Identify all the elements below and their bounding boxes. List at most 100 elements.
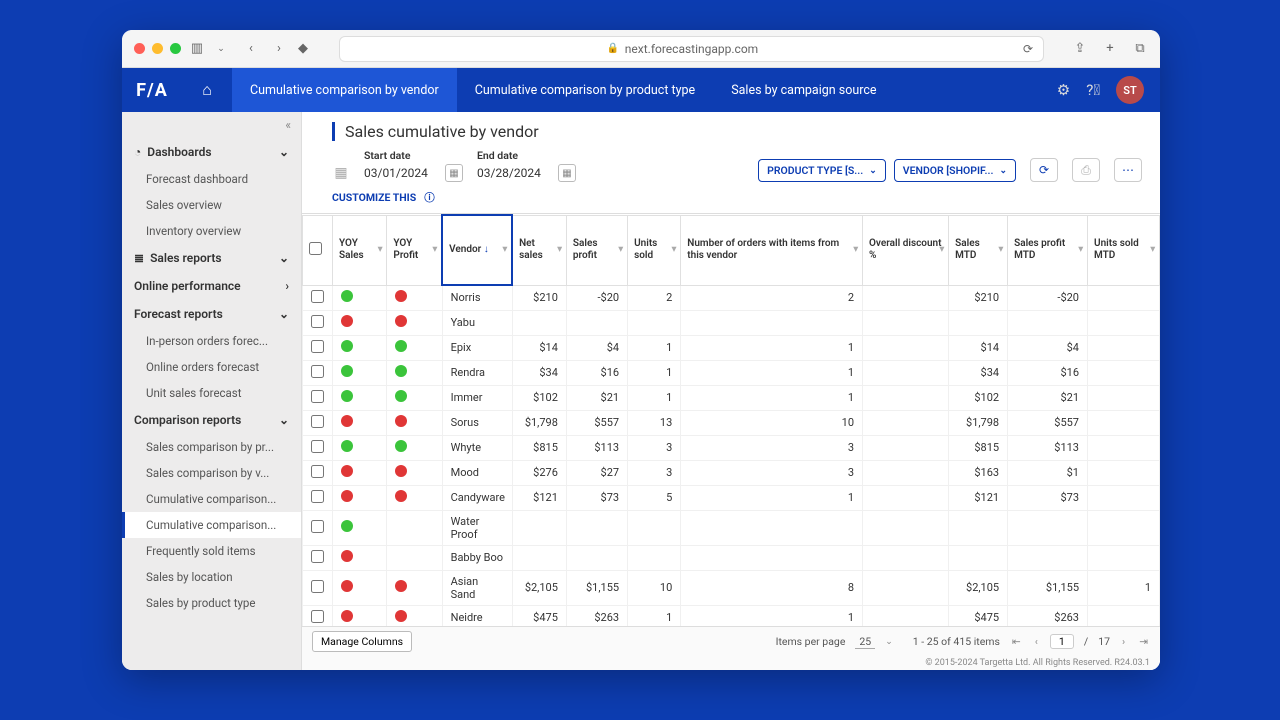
last-page-icon[interactable]: ⇥	[1137, 635, 1150, 648]
sidebar-section[interactable]: ◔Dashboards⌄	[122, 138, 301, 166]
page-input[interactable]	[1050, 634, 1074, 649]
address-bar[interactable]: 🔒 next.forecastingapp.com ⟳	[339, 36, 1044, 62]
row-checkbox[interactable]	[311, 390, 324, 403]
sidebar-section[interactable]: Online performance›	[122, 272, 301, 300]
sidebar-item[interactable]: Cumulative comparison...	[122, 512, 301, 538]
filter-chip[interactable]: PRODUCT TYPE [S...⌄	[758, 159, 886, 182]
sidebar-item[interactable]: Inventory overview	[122, 218, 301, 244]
filter-icon[interactable]: ▾	[672, 245, 677, 256]
filter-icon[interactable]: ▾	[619, 245, 624, 256]
filter-icon[interactable]: ▾	[853, 245, 858, 256]
column-header[interactable]: Sales profit MTD▾	[1008, 215, 1088, 285]
row-checkbox[interactable]	[311, 365, 324, 378]
row-checkbox[interactable]	[311, 340, 324, 353]
share-icon[interactable]: ⇪	[1072, 41, 1088, 57]
calendar-toggle-icon[interactable]: ▦	[332, 164, 350, 182]
prev-page-icon[interactable]: ‹	[1033, 635, 1040, 648]
maximize-window-icon[interactable]	[170, 43, 181, 54]
select-all-checkbox[interactable]	[309, 242, 322, 255]
help-icon[interactable]: ⓘ	[424, 190, 435, 205]
column-header[interactable]: Vendor ↓▾	[442, 215, 512, 285]
row-checkbox[interactable]	[311, 550, 324, 563]
start-date-value[interactable]: 03/01/2024	[364, 166, 439, 180]
row-checkbox[interactable]	[311, 520, 324, 533]
filter-chip[interactable]: VENDOR [SHOPIF...⌄	[894, 159, 1016, 182]
row-checkbox[interactable]	[311, 610, 324, 623]
close-window-icon[interactable]	[134, 43, 145, 54]
column-header[interactable]: Overall discount %▾	[863, 215, 949, 285]
sidebar-item[interactable]: Frequently sold items	[122, 538, 301, 564]
nav-tab[interactable]: Cumulative comparison by product type	[457, 68, 713, 112]
column-header[interactable]: YOY Profit▾	[387, 215, 442, 285]
calendar-icon[interactable]: ▦	[445, 164, 463, 182]
minimize-window-icon[interactable]	[152, 43, 163, 54]
table-row[interactable]: Candyware$121$7351$121$73	[303, 485, 1160, 510]
sidebar-item[interactable]: Forecast dashboard	[122, 166, 301, 192]
table-row[interactable]: Yabu	[303, 310, 1160, 335]
export-button[interactable]: ⎙	[1072, 158, 1100, 182]
reload-icon[interactable]: ⟳	[1023, 42, 1033, 56]
filter-icon[interactable]: ▾	[940, 245, 945, 256]
sidebar-collapse-icon[interactable]: «	[122, 112, 301, 138]
row-checkbox[interactable]	[311, 490, 324, 503]
table-row[interactable]: Epix$14$411$14$4	[303, 335, 1160, 360]
sidebar-section[interactable]: ≣Sales reports⌄	[122, 244, 301, 272]
customize-link[interactable]: CUSTOMIZE THIS	[332, 191, 416, 204]
app-logo[interactable]: F/A	[122, 80, 182, 101]
table-row[interactable]: Immer$102$2111$102$21	[303, 385, 1160, 410]
filter-icon[interactable]: ▾	[503, 245, 508, 256]
column-header[interactable]: YOY Sales▾	[333, 215, 387, 285]
more-button[interactable]: ⋯	[1114, 158, 1142, 182]
row-checkbox[interactable]	[311, 465, 324, 478]
home-icon[interactable]: ⌂	[182, 80, 232, 100]
column-header[interactable]: Net sales▾	[512, 215, 566, 285]
table-row[interactable]: Rendra$34$1611$34$16	[303, 360, 1160, 385]
chevron-down-icon[interactable]: ⌄	[213, 41, 229, 57]
refresh-button[interactable]: ⟳	[1030, 158, 1058, 182]
tabs-icon[interactable]: ⧉	[1132, 41, 1148, 57]
user-avatar[interactable]: ST	[1116, 76, 1144, 104]
filter-icon[interactable]: ▾	[999, 245, 1004, 256]
row-checkbox[interactable]	[311, 290, 324, 303]
sidebar-item[interactable]: Sales overview	[122, 192, 301, 218]
table-row[interactable]: Asian Sand$2,105$1,155108$2,105$1,1551	[303, 570, 1160, 605]
window-controls[interactable]	[134, 43, 181, 54]
table-row[interactable]: Water Proof	[303, 510, 1160, 545]
sidebar-item[interactable]: Sales comparison by v...	[122, 460, 301, 486]
filter-icon[interactable]: ▾	[557, 245, 562, 256]
sidebar-section[interactable]: Forecast reports⌄	[122, 300, 301, 328]
back-icon[interactable]: ‹	[243, 41, 259, 57]
first-page-icon[interactable]: ⇤	[1010, 635, 1023, 648]
next-page-icon[interactable]: ›	[1120, 635, 1127, 648]
filter-icon[interactable]: ▾	[1150, 245, 1155, 256]
manage-columns-button[interactable]: Manage Columns	[312, 631, 412, 652]
sidebar-item[interactable]: Sales comparison by pr...	[122, 434, 301, 460]
new-tab-icon[interactable]: +	[1102, 41, 1118, 57]
table-row[interactable]: Norris$210-$2022$210-$20	[303, 285, 1160, 310]
column-header[interactable]: Units sold MTD▾	[1088, 215, 1160, 285]
row-checkbox[interactable]	[311, 440, 324, 453]
filter-icon[interactable]: ▾	[433, 245, 438, 256]
items-per-page-value[interactable]: 25	[855, 635, 875, 649]
data-grid[interactable]: YOY Sales▾YOY Profit▾Vendor ↓▾Net sales▾…	[302, 213, 1160, 626]
sidebar-item[interactable]: Cumulative comparison...	[122, 486, 301, 512]
column-header[interactable]: Number of orders with items from this ve…	[681, 215, 863, 285]
help-icon[interactable]: ?⃝	[1086, 81, 1100, 99]
column-header[interactable]: Sales MTD▾	[949, 215, 1008, 285]
table-row[interactable]: Whyte$815$11333$815$113	[303, 435, 1160, 460]
table-row[interactable]: Sorus$1,798$5571310$1,798$557	[303, 410, 1160, 435]
nav-tab[interactable]: Cumulative comparison by vendor	[232, 68, 457, 112]
row-checkbox[interactable]	[311, 415, 324, 428]
table-row[interactable]: Mood$276$2733$163$1	[303, 460, 1160, 485]
forward-icon[interactable]: ›	[271, 41, 287, 57]
sidebar-item[interactable]: In-person orders forec...	[122, 328, 301, 354]
settings-icon[interactable]: ⚙	[1057, 81, 1070, 99]
sidebar-item[interactable]: Unit sales forecast	[122, 380, 301, 406]
filter-icon[interactable]: ▾	[1078, 245, 1083, 256]
shield-icon[interactable]: ◆	[295, 41, 311, 57]
sidebar-item[interactable]: Sales by product type	[122, 590, 301, 616]
table-row[interactable]: Babby Boo	[303, 545, 1160, 570]
sidebar-toggle-icon[interactable]: ▥	[189, 41, 205, 57]
row-checkbox[interactable]	[311, 580, 324, 593]
sidebar-item[interactable]: Online orders forecast	[122, 354, 301, 380]
